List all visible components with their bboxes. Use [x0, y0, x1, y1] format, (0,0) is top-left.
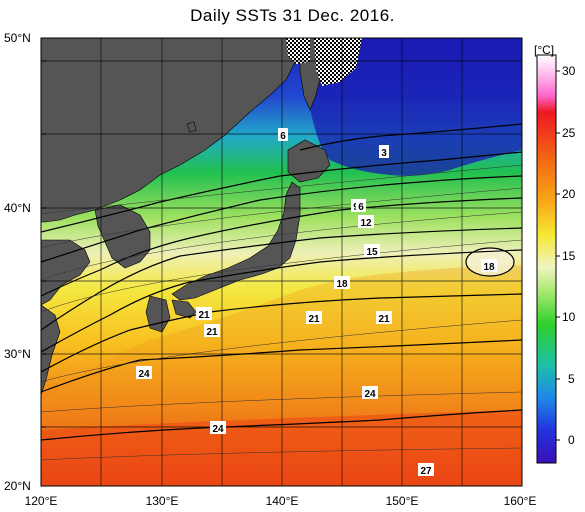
lon-label-140e: 140°E: [265, 494, 299, 508]
isotherm-label: 24: [212, 424, 224, 435]
isotherm-label-box: [204, 324, 220, 337]
isotherm-label: 3: [381, 148, 387, 159]
lat-label-50n: 50°N: [4, 31, 31, 45]
isotherms-fine: [41, 164, 522, 461]
isotherm-label-box: [379, 145, 389, 158]
isotherm-label: 15: [366, 247, 378, 258]
isotherm-label-box: [362, 386, 378, 399]
isotherm-label: 18: [483, 262, 495, 273]
isotherm-label-box: [334, 276, 350, 289]
cold-water-north: [300, 38, 522, 176]
colorbar-tick-25: 25: [562, 126, 576, 140]
isotherm-label-box: [481, 259, 497, 272]
isotherm-label-box: [358, 215, 374, 228]
isotherm-label-box: [376, 311, 392, 324]
frame-ticks: [41, 60, 46, 428]
isotherm-label-box: [196, 307, 212, 320]
isotherm-label-box: [364, 244, 380, 257]
isotherm-label: 21: [378, 314, 390, 325]
colorbar-ticks: [556, 70, 560, 441]
isotherm-label-box: [136, 366, 152, 379]
isotherm-label: 21: [198, 310, 210, 321]
isotherm-label: 21: [308, 314, 320, 325]
map-title: Daily SSTs 31 Dec. 2016.: [190, 6, 395, 25]
colorbar: [536, 54, 557, 464]
lat-label-30n: 30°N: [4, 347, 31, 361]
isotherm-label: 6: [280, 131, 286, 142]
isotherm-label: 24: [364, 389, 376, 400]
colorbar-tick-20: 20: [562, 187, 576, 201]
sea-ice-okhotsk: [314, 38, 362, 86]
isotherm-label: 18: [336, 279, 348, 290]
isotherm-label-box: [356, 199, 366, 212]
isotherm-label: 27: [420, 466, 432, 477]
isotherm-label: 12: [360, 218, 372, 229]
graticule: [41, 38, 522, 486]
colorbar-tick-15: 15: [562, 249, 576, 263]
land: [41, 38, 331, 396]
isotherm-label: 21: [206, 327, 218, 338]
lon-label-130e: 130°E: [145, 494, 179, 508]
colorbar-tick-0: 0: [568, 433, 575, 447]
lon-label-120e: 120°E: [24, 494, 58, 508]
lat-label-20n: 20°N: [4, 479, 31, 493]
isotherm-label: 24: [138, 369, 150, 380]
sea-ice-north: [286, 38, 310, 64]
lon-label-150e: 150°E: [385, 494, 419, 508]
colorbar-tick-10: 10: [562, 310, 576, 324]
isotherm-label: 6: [358, 202, 364, 213]
isotherm-label-box: [418, 463, 434, 476]
colorbar-tick-5: 5: [568, 372, 575, 386]
lat-label-40n: 40°N: [4, 201, 31, 215]
colorbar-unit: [°C]: [534, 43, 555, 57]
isotherm-label-box: [278, 128, 288, 141]
isotherm-label-box: [306, 311, 322, 324]
colorbar-tick-30: 30: [562, 64, 576, 78]
isotherm-label-box: [210, 421, 226, 434]
isotherm-labels: 6396121518182121212124242427: [136, 128, 497, 477]
map-frame: [40, 37, 523, 487]
lon-label-160e: 160°E: [503, 494, 537, 508]
